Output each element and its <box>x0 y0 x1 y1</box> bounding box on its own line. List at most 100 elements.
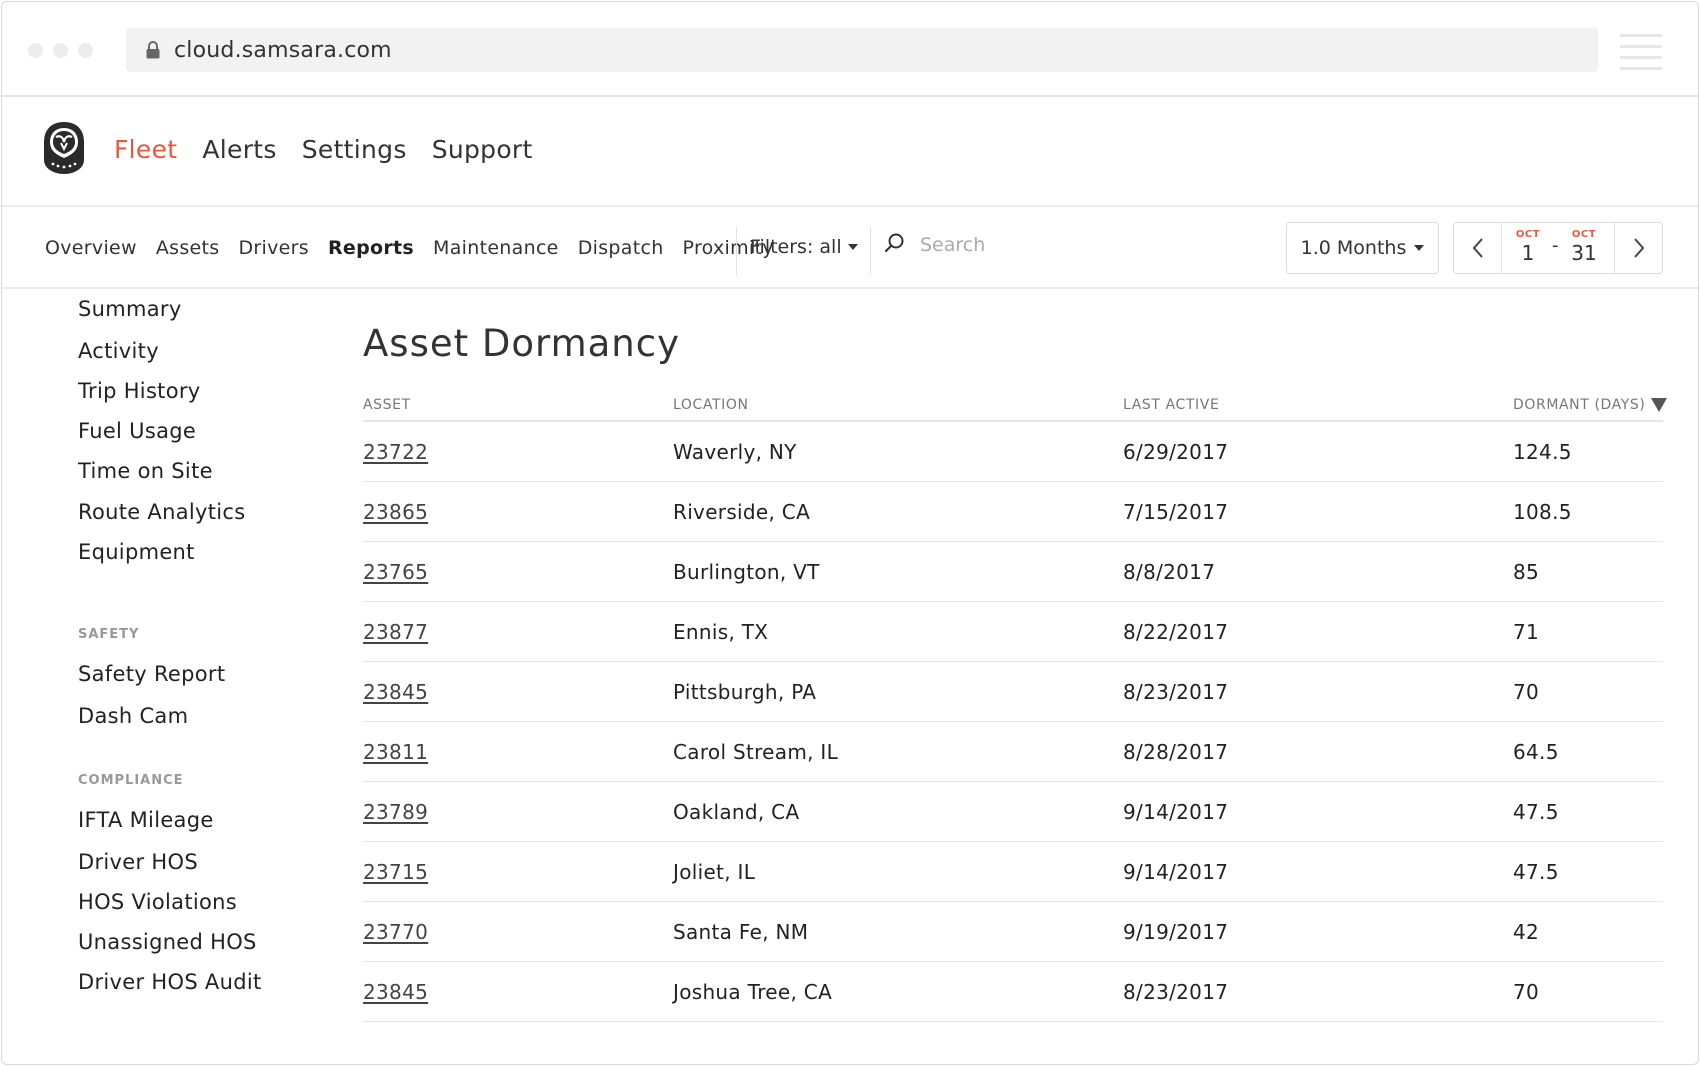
asset-link[interactable]: 23811 <box>363 740 429 764</box>
search-input[interactable] <box>920 234 1180 256</box>
location-cell: Santa Fe, NM <box>673 920 809 944</box>
last-active-cell: 8/22/2017 <box>1123 620 1229 644</box>
dormant-days-cell: 124.5 <box>1513 440 1572 464</box>
table-row: 23877 Ennis, TX 8/22/2017 71 <box>363 602 1663 662</box>
sidebar-heading-compliance: COMPLIANCE <box>78 773 184 788</box>
date-range-picker: OCT 1 - OCT 31 <box>1453 222 1663 274</box>
asset-link[interactable]: 23789 <box>363 800 429 824</box>
end-date[interactable]: OCT 31 <box>1566 229 1602 265</box>
asset-link[interactable]: 23877 <box>363 620 429 644</box>
tab-maintenance[interactable]: Maintenance <box>433 237 559 259</box>
nav-settings[interactable]: Settings <box>301 135 407 164</box>
last-active-cell: 8/23/2017 <box>1123 980 1229 1004</box>
tab-dispatch[interactable]: Dispatch <box>577 237 664 259</box>
last-active-cell: 9/14/2017 <box>1123 800 1229 824</box>
minimize-window-button[interactable] <box>53 43 68 58</box>
table-row: 23845 Pittsburgh, PA 8/23/2017 70 <box>363 662 1663 722</box>
location-cell: Joliet, IL <box>673 860 756 884</box>
tab-proximity[interactable]: Proximity <box>682 237 774 259</box>
end-day: 31 <box>1571 241 1597 265</box>
asset-link[interactable]: 23765 <box>363 560 429 584</box>
sidebar-item-dash-cam[interactable]: Dash Cam <box>78 704 189 728</box>
sidebar-item-driver-hos-audit[interactable]: Driver HOS Audit <box>78 970 262 994</box>
previous-range-button[interactable] <box>1454 223 1502 273</box>
dormant-days-cell: 71 <box>1513 620 1540 644</box>
sidebar-item-time-on-site[interactable]: Time on Site <box>78 459 213 483</box>
sidebar-item-equipment[interactable]: Equipment <box>78 540 195 564</box>
lock-icon <box>146 41 160 59</box>
caret-down-icon <box>847 244 858 250</box>
nav-alerts[interactable]: Alerts <box>202 135 277 164</box>
last-active-cell: 7/15/2017 <box>1123 500 1229 524</box>
column-header-dormant-days-label: DORMANT (DAYS) <box>1513 397 1646 413</box>
tab-overview[interactable]: Overview <box>45 237 137 259</box>
column-header-last-active[interactable]: LAST ACTIVE <box>1123 397 1220 413</box>
search-box <box>884 232 1180 258</box>
sidebar-item-unassigned-hos[interactable]: Unassigned HOS <box>78 930 257 954</box>
sidebar-item-activity[interactable]: Activity <box>78 339 159 363</box>
range-label: 1.0 Months <box>1300 237 1407 259</box>
start-date[interactable]: OCT 1 <box>1510 229 1546 265</box>
page-title: Asset Dormancy <box>363 322 680 365</box>
sidebar-item-route-analytics[interactable]: Route Analytics <box>78 500 246 524</box>
column-header-location[interactable]: LOCATION <box>673 397 749 413</box>
last-active-cell: 6/29/2017 <box>1123 440 1229 464</box>
tab-reports[interactable]: Reports <box>327 237 415 259</box>
main-nav: Fleet Alerts Settings Support <box>114 135 533 164</box>
sub-nav: Overview Assets Drivers Reports Maintena… <box>2 209 1698 289</box>
asset-link[interactable]: 23845 <box>363 980 429 1004</box>
sidebar-heading-safety: SAFETY <box>78 627 140 642</box>
sub-nav-tabs: Overview Assets Drivers Reports Maintena… <box>45 237 774 259</box>
table-row: 23770 Santa Fe, NM 9/19/2017 42 <box>363 902 1663 962</box>
date-range[interactable]: OCT 1 - OCT 31 <box>1502 223 1614 273</box>
sidebar-item-hos-violations[interactable]: HOS Violations <box>78 890 237 914</box>
sidebar-item-safety-report[interactable]: Safety Report <box>78 662 226 686</box>
samsara-owl-logo[interactable] <box>42 120 86 176</box>
close-window-button[interactable] <box>28 43 43 58</box>
column-header-asset[interactable]: ASSET <box>363 397 411 413</box>
asset-link[interactable]: 23865 <box>363 500 429 524</box>
last-active-cell: 9/19/2017 <box>1123 920 1229 944</box>
table-row: 23789 Oakland, CA 9/14/2017 47.5 <box>363 782 1663 842</box>
location-cell: Burlington, VT <box>673 560 820 584</box>
maximize-window-button[interactable] <box>78 43 93 58</box>
last-active-cell: 9/14/2017 <box>1123 860 1229 884</box>
sidebar-item-trip-history[interactable]: Trip History <box>78 379 201 403</box>
browser-menu-icon[interactable] <box>1620 34 1662 78</box>
address-bar[interactable]: cloud.samsara.com <box>126 28 1598 72</box>
search-icon[interactable] <box>884 232 906 258</box>
asset-link[interactable]: 23845 <box>363 680 429 704</box>
dormant-days-cell: 64.5 <box>1513 740 1559 764</box>
location-cell: Oakland, CA <box>673 800 800 824</box>
tab-drivers[interactable]: Drivers <box>238 237 309 259</box>
dormant-days-cell: 108.5 <box>1513 500 1572 524</box>
nav-support[interactable]: Support <box>431 135 533 164</box>
column-header-dormant-days[interactable]: DORMANT (DAYS) <box>1513 397 1668 413</box>
start-day: 1 <box>1521 241 1535 265</box>
table-row: 23715 Joliet, IL 9/14/2017 47.5 <box>363 842 1663 902</box>
sidebar-item-ifta-mileage[interactable]: IFTA Mileage <box>78 808 214 832</box>
asset-link[interactable]: 23770 <box>363 920 429 944</box>
location-cell: Waverly, NY <box>673 440 797 464</box>
sidebar-item-driver-hos[interactable]: Driver HOS <box>78 850 198 874</box>
last-active-cell: 8/28/2017 <box>1123 740 1229 764</box>
browser-chrome: cloud.samsara.com <box>2 2 1698 97</box>
tab-assets[interactable]: Assets <box>155 237 220 259</box>
sort-descending-icon[interactable] <box>1651 398 1668 412</box>
next-range-button[interactable] <box>1614 223 1662 273</box>
sidebar-item-fuel-usage[interactable]: Fuel Usage <box>78 419 197 443</box>
range-dropdown[interactable]: 1.0 Months <box>1286 222 1439 274</box>
nav-fleet[interactable]: Fleet <box>114 135 178 164</box>
location-cell: Ennis, TX <box>673 620 769 644</box>
asset-link[interactable]: 23715 <box>363 860 429 884</box>
start-month: OCT <box>1515 229 1541 240</box>
sidebar-item-summary[interactable]: Summary <box>78 297 182 321</box>
last-active-cell: 8/8/2017 <box>1123 560 1216 584</box>
filters-dropdown[interactable]: Filters: all <box>750 236 858 258</box>
end-month: OCT <box>1571 229 1597 240</box>
last-active-cell: 8/23/2017 <box>1123 680 1229 704</box>
asset-link[interactable]: 23722 <box>363 440 429 464</box>
table-body: 23722 Waverly, NY 6/29/2017 124.5 23865 River… <box>363 422 1663 1022</box>
dormant-days-cell: 70 <box>1513 980 1540 1004</box>
